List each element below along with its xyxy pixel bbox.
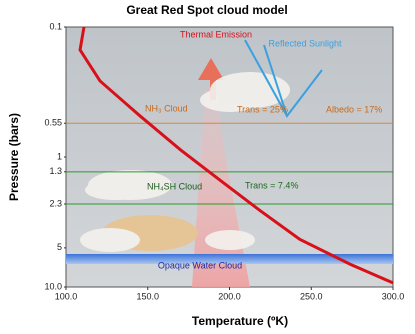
y-tick-label: 2.3 (49, 198, 62, 208)
y-tick-label: 5 (57, 242, 62, 252)
annotation: Trans = 25% (237, 104, 288, 114)
water-layer (66, 254, 393, 264)
y-tick-label: 1 (57, 151, 62, 161)
thermal-arrow (198, 58, 224, 100)
x-tick-label: 250.0 (300, 291, 323, 301)
y-tick-label: 0.1 (49, 21, 62, 31)
annotation: NH₄SH Cloud (147, 181, 202, 191)
sunlight-arrows (244, 39, 323, 118)
x-tick-label: 300.0 (382, 291, 405, 301)
y-axis-label: Pressure (bars) (7, 113, 21, 201)
clouds (80, 72, 290, 252)
annotation: Opaque Water Cloud (158, 260, 242, 270)
x-tick-label: 100.0 (55, 291, 78, 301)
y-tick-label: 10.0 (44, 281, 62, 291)
chart-title: Great Red Spot cloud model (126, 3, 287, 17)
x-tick-label: 150.0 (136, 291, 159, 301)
x-axis-label: Temperature (ºK) (192, 314, 288, 328)
annotation: Trans = 7.4% (245, 180, 298, 190)
annotation: Albedo = 17% (326, 104, 382, 114)
annotation: NH₃ Cloud (145, 103, 188, 113)
y-tick-label: 1.3 (49, 166, 62, 176)
x-tick-label: 200.0 (218, 291, 241, 301)
line (78, 26, 394, 285)
annotation: Reflected Sunlight (268, 38, 342, 48)
annotation: Thermal Emission (180, 29, 252, 39)
y-tick-label: 0.55 (44, 118, 62, 128)
